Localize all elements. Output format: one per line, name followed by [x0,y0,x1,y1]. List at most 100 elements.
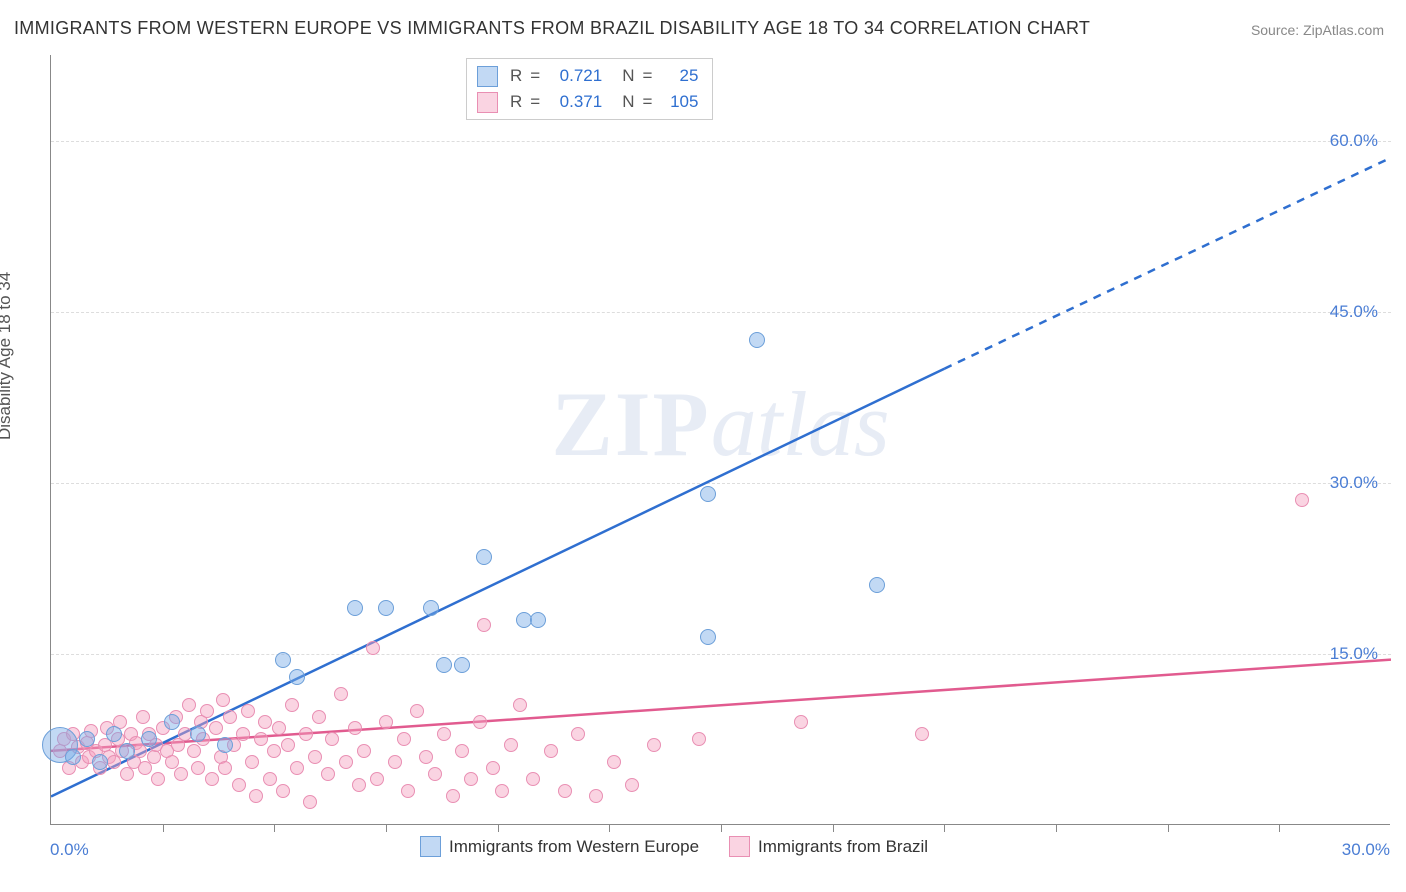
data-point-pink [504,738,518,752]
data-point-pink [308,750,322,764]
data-point-pink [379,715,393,729]
data-point-pink [419,750,433,764]
legend-row-blue: R= 0.721 N= 25 [477,63,698,89]
data-point-pink [258,715,272,729]
data-point-pink [352,778,366,792]
swatch-pink-icon [477,92,498,113]
data-point-pink [200,704,214,718]
data-point-blue [92,754,108,770]
series-label-blue: Immigrants from Western Europe [449,837,699,857]
data-point-blue [749,332,765,348]
data-point-pink [303,795,317,809]
data-point-pink [370,772,384,786]
data-point-pink [455,744,469,758]
data-point-blue [119,743,135,759]
data-point-pink [437,727,451,741]
data-point-blue [423,600,439,616]
data-point-pink [107,755,121,769]
data-point-pink [486,761,500,775]
data-point-pink [136,710,150,724]
data-point-blue [347,600,363,616]
plot-area: ZIPatlas 15.0% 30.0% 45.0% 60.0% [50,55,1390,825]
data-point-blue [106,726,122,742]
data-point-blue [141,731,157,747]
legend-row-pink: R= 0.371 N= 105 [477,89,698,115]
x-tick [1279,824,1280,832]
x-tick [1168,824,1169,832]
data-point-pink [794,715,808,729]
data-point-blue [700,486,716,502]
n-value-blue: 25 [660,63,698,89]
data-point-pink [544,744,558,758]
data-point-pink [410,704,424,718]
r-value-blue: 0.721 [548,63,602,89]
data-point-blue [275,652,291,668]
data-point-pink [209,721,223,735]
watermark: ZIPatlas [551,371,889,477]
swatch-blue-icon [420,836,441,857]
data-point-pink [276,784,290,798]
data-point-pink [205,772,219,786]
data-point-pink [312,710,326,724]
data-point-pink [325,732,339,746]
data-point-pink [366,641,380,655]
data-point-pink [647,738,661,752]
r-value-pink: 0.371 [548,89,602,115]
data-point-pink [558,784,572,798]
swatch-pink-icon [729,836,750,857]
x-tick [944,824,945,832]
data-point-blue [454,657,470,673]
data-point-pink [473,715,487,729]
data-point-pink [299,727,313,741]
data-point-pink [334,687,348,701]
x-tick [721,824,722,832]
y-tick-label: 30.0% [1330,473,1378,493]
data-point-pink [495,784,509,798]
chart-title: IMMIGRANTS FROM WESTERN EUROPE VS IMMIGR… [14,18,1090,39]
x-axis-min-label: 0.0% [50,840,89,860]
x-tick [386,824,387,832]
gridline [51,141,1391,142]
x-tick [1056,824,1057,832]
data-point-pink [236,727,250,741]
data-point-pink [401,784,415,798]
data-point-blue [869,577,885,593]
data-point-pink [187,744,201,758]
data-point-pink [428,767,442,781]
data-point-blue [289,669,305,685]
x-tick [163,824,164,832]
data-point-pink [513,698,527,712]
series-label-pink: Immigrants from Brazil [758,837,928,857]
x-tick [498,824,499,832]
y-tick-label: 15.0% [1330,644,1378,664]
data-point-blue [164,714,180,730]
data-point-blue [378,600,394,616]
data-point-blue [700,629,716,645]
x-tick [609,824,610,832]
source-label: Source: ZipAtlas.com [1251,22,1384,38]
data-point-pink [151,772,165,786]
data-point-pink [218,761,232,775]
data-point-pink [241,704,255,718]
data-point-blue [217,737,233,753]
data-point-blue [530,612,546,628]
data-point-pink [174,767,188,781]
gridline [51,312,1391,313]
data-point-pink [245,755,259,769]
data-point-pink [464,772,478,786]
series-legend: Immigrants from Western Europe Immigrant… [420,836,928,857]
gridline [51,483,1391,484]
data-point-pink [232,778,246,792]
data-point-pink [446,789,460,803]
data-point-pink [249,789,263,803]
x-tick [274,824,275,832]
data-point-pink [692,732,706,746]
y-tick-label: 60.0% [1330,131,1378,151]
data-point-pink [254,732,268,746]
data-point-pink [285,698,299,712]
data-point-pink [571,727,585,741]
data-point-pink [321,767,335,781]
swatch-blue-icon [477,66,498,87]
y-tick-label: 45.0% [1330,302,1378,322]
y-axis-title: Disability Age 18 to 34 [0,272,15,440]
